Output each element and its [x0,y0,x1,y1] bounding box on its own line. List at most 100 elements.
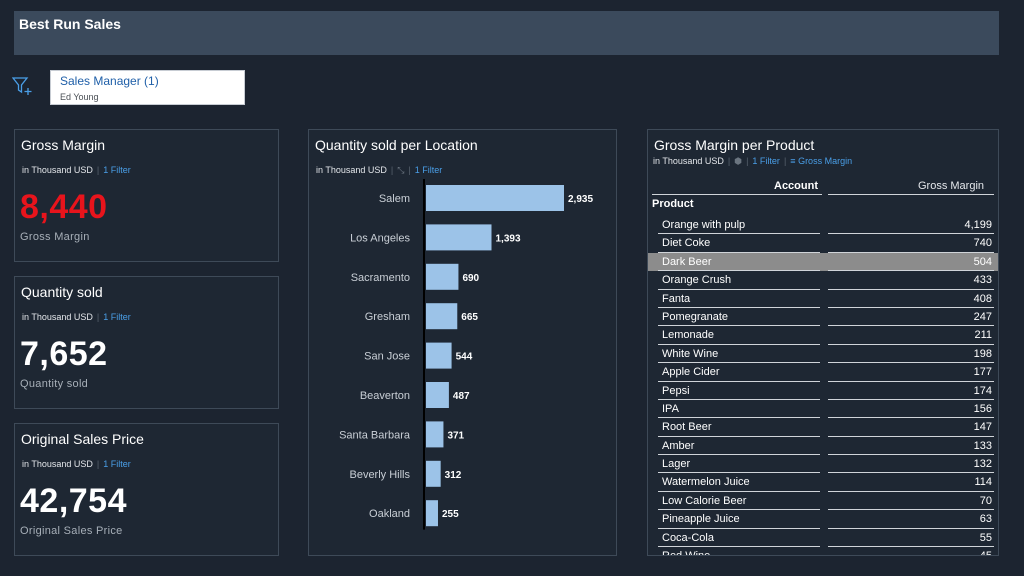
card-title: Quantity sold [21,284,103,300]
product-name: IPA [662,402,679,415]
linked-analysis-icon[interactable]: ⤡ [397,165,405,175]
gross-margin-value: 4,199 [964,219,992,231]
card-filter-link[interactable]: 1 Filter [103,459,131,469]
table-row[interactable]: Lager 132 [648,455,998,474]
gross-margin-value: 504 [973,255,992,268]
table-row[interactable]: Orange Crush 433 [648,271,998,290]
row-divider [658,288,820,290]
gross-margin-card[interactable]: Gross Margin in Thousand USD | 1 Filter 8,… [14,129,279,262]
row-divider [828,270,994,272]
table-row[interactable]: Diet Coke 740 [648,234,998,253]
quantity-sold-card[interactable]: Quantity sold in Thousand USD | 1 Filter 7… [14,276,279,409]
row-divider [658,454,820,456]
product-name: Lager [662,458,691,471]
row-divider [828,288,994,290]
table-row[interactable]: White Wine 198 [648,345,998,364]
kpi-label: Quantity sold [20,378,89,390]
card-filter-link[interactable]: 1 Filter [414,165,443,175]
bar[interactable] [426,421,444,448]
filter-value: Ed Young [60,92,99,102]
original-sales-price-card[interactable]: Original Sales Price in Thousand USD | 1 F… [14,423,279,556]
header-divider [652,194,822,195]
card-subtitle: in Thousand USD | 1 Filter [22,459,131,469]
gross-margin-value: 133 [973,439,992,452]
product-name: Apple Cider [662,366,720,379]
row-divider [828,362,994,364]
bar[interactable] [426,382,449,408]
gross-margin-value: 198 [973,347,992,360]
column-header-gross-margin[interactable]: Gross Margin [918,180,985,192]
category-label: Oakland [369,508,410,520]
sort-label[interactable]: Gross Margin [798,156,853,166]
gross-margin-value: 408 [973,292,992,305]
data-label: 1,393 [495,233,520,244]
card-filter-link[interactable]: 1 Filter [752,156,780,166]
product-name: Low Calorie Beer [662,494,747,507]
row-divider [658,546,820,548]
card-filter-link[interactable]: 1 Filter [103,312,131,322]
table-row[interactable]: Pomegranate 247 [648,308,998,327]
table-row[interactable]: Fanta 408 [648,290,998,308]
table-row[interactable]: Lemonade 211 [648,326,998,345]
location-chart-card[interactable]: Quantity sold per Location in Thousand U… [308,129,617,556]
category-label: Gresham [365,311,410,323]
table-row[interactable]: Watermelon Juice 114 [648,473,998,492]
product-name: Orange with pulp [662,219,746,231]
data-label: 544 [456,352,473,363]
row-divider [828,490,994,492]
kpi-value: 8,440 [20,188,108,226]
column-header-account[interactable]: Account [774,180,818,192]
table-row[interactable]: IPA 156 [648,400,998,419]
data-label: 487 [453,391,470,402]
gross-margin-value: 132 [973,458,992,471]
row-divider [828,527,994,529]
row-divider [658,343,820,345]
table-row[interactable]: Pepsi 174 [648,382,998,400]
kpi-label: Gross Margin [20,231,90,243]
kpi-value: 42,754 [20,482,127,520]
location-bar-chart: Salem 2,935 Los Angeles 1,393 Sacramento 690 G… [339,179,593,530]
gross-margin-value: 63 [979,513,992,526]
bar[interactable] [426,500,438,527]
table-row[interactable]: Dark Beer 504 [648,252,998,272]
table-row[interactable]: Orange with pulp 4,199 [648,216,998,235]
card-filter-link[interactable]: 1 Filter [103,165,131,175]
bar[interactable] [426,342,452,369]
page-title: Best Run Sales [19,16,121,32]
cube-icon: ⬢ [734,156,743,166]
row-divider [828,509,994,511]
card-subtitle: in Thousand USD | ⤡ | 1 Filter [316,165,443,175]
table-row[interactable]: Pineapple Juice 63 [648,510,998,529]
card-subtitle: in Thousand USD | ⬢ | 1 Filter | ≡ Gross Margi… [653,156,853,166]
unit-label: in Thousand USD [22,459,93,469]
product-name: Watermelon Juice [662,476,750,489]
row-divider [658,233,820,235]
product-name: Red Wine [662,550,710,555]
card-title: Original Sales Price [21,431,144,447]
table-row[interactable]: Root Beer 147 [648,418,998,437]
gross-margin-value: 147 [973,421,992,434]
bar[interactable] [426,224,492,251]
row-dimension-header: Product [652,198,694,210]
row-divider [828,380,994,382]
bar[interactable] [426,460,441,487]
table-row[interactable]: Amber 133 [648,437,998,456]
card-subtitle: in Thousand USD | 1 Filter [22,312,131,322]
card-title: Gross Margin per Product [654,137,815,153]
product-table-card[interactable]: Gross Margin per Product in Thousand USD… [647,129,999,556]
row-divider [658,472,820,474]
category-label: Santa Barbara [339,429,411,441]
table-row[interactable]: Red Wine 45 [648,547,998,555]
product-name: Fanta [662,292,691,305]
add-filter-icon[interactable] [12,76,34,96]
table-row[interactable]: Coca-Cola 55 [648,529,998,548]
sales-manager-filter[interactable]: Sales Manager (1) Ed Young [50,70,245,105]
product-name: Dark Beer [662,255,712,268]
row-divider [658,306,820,308]
table-row[interactable]: Apple Cider 177 [648,363,998,382]
bar[interactable] [426,263,459,290]
row-divider [658,509,820,511]
bar[interactable] [426,303,458,330]
table-row[interactable]: Low Calorie Beer 70 [648,492,998,511]
bar[interactable] [426,185,564,211]
